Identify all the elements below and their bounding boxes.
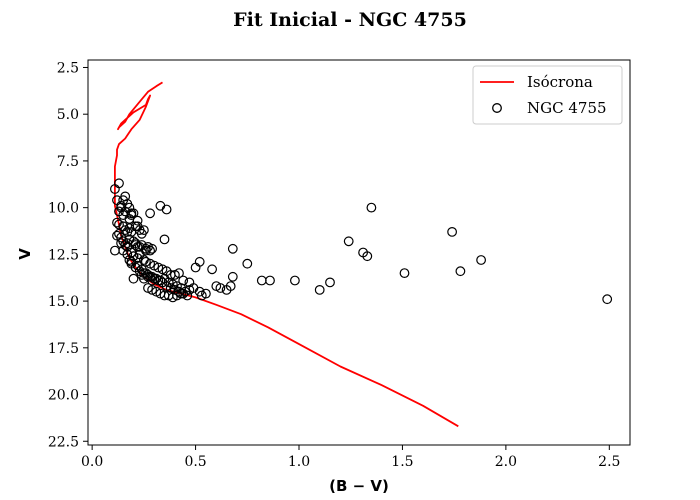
scatter-point	[265, 275, 275, 286]
x-tick-label: 2.0	[495, 454, 517, 470]
scatter-point	[200, 288, 211, 299]
scatter-point	[215, 283, 226, 293]
y-tick-label: 5.0	[57, 107, 79, 123]
scatter-point	[447, 226, 458, 237]
scatter-point	[476, 255, 487, 265]
plot-frame	[87, 59, 631, 446]
y-tick-label: 15.0	[48, 294, 79, 310]
y-tick-label: 2.5	[57, 60, 79, 76]
scatter-point	[147, 275, 158, 286]
scatter-point	[128, 251, 139, 262]
y-tick-label: 7.5	[57, 154, 79, 170]
scatter-point	[290, 275, 300, 286]
legend: Isócrona NGC 4755	[472, 65, 623, 125]
scatter-point	[362, 251, 373, 262]
legend-label-isocrona: Isócrona	[527, 73, 593, 91]
scatter-point	[120, 240, 131, 250]
scatter-point	[325, 277, 335, 288]
y-tick-label: 22.5	[48, 434, 79, 450]
y-axis: 2.5 5.0 7.5 10.0 12.5 15.0 17.5 20.0 22.5	[48, 60, 88, 450]
isochrone-line	[114, 81, 459, 428]
scatter-point	[194, 256, 205, 267]
scatter-point	[132, 221, 143, 232]
scatter-point	[159, 234, 170, 245]
scatter-point	[136, 270, 147, 280]
scatter-point	[109, 245, 120, 256]
x-axis: 0.0 0.5 1.0 1.5 2.0 2.5	[81, 445, 620, 470]
chart-title: Fit Inicial - NGC 4755	[233, 9, 467, 31]
scatter-point	[207, 264, 218, 275]
legend-label-ngc-4755: NGC 4755	[527, 99, 607, 117]
scatter-point	[161, 204, 172, 215]
scatter-point	[190, 262, 201, 273]
x-tick-label: 1.0	[288, 454, 310, 470]
scatter-point	[227, 271, 238, 282]
scatter-point	[314, 285, 325, 295]
scatter-point	[242, 258, 253, 269]
scatter-point	[225, 281, 236, 292]
x-tick-label: 2.5	[598, 454, 620, 470]
scatter-point	[145, 208, 156, 219]
legend-marker-swatch	[492, 103, 502, 113]
y-tick-label: 20.0	[48, 388, 79, 404]
x-tick-label: 0.0	[81, 454, 103, 470]
x-axis-label: (B − V)	[329, 477, 389, 495]
y-tick-label: 12.5	[48, 247, 79, 263]
scatter-point	[399, 268, 410, 279]
scatter-point	[174, 268, 184, 279]
plot-area	[109, 81, 613, 428]
scatter-point	[366, 202, 377, 213]
y-tick-label: 17.5	[48, 341, 79, 357]
scatter-point	[145, 245, 156, 256]
scatter-point	[122, 241, 133, 252]
scatter-point	[114, 178, 124, 189]
scatter-point	[184, 277, 195, 288]
scatter-point	[128, 273, 139, 284]
scatter-point	[227, 243, 238, 254]
scatter-point	[455, 266, 466, 277]
x-tick-label: 1.5	[391, 454, 413, 470]
y-tick-label: 10.0	[48, 201, 79, 217]
x-tick-label: 0.5	[184, 454, 206, 470]
scatter-point	[343, 236, 354, 247]
scatter-point	[147, 243, 158, 254]
scatter-point	[602, 294, 613, 305]
scatter-point	[120, 191, 131, 202]
scatter-point	[124, 213, 135, 224]
scatter-point	[256, 275, 267, 286]
y-axis-label: V	[16, 248, 34, 260]
scatter-point	[126, 256, 137, 267]
scatter-point	[140, 245, 151, 256]
legend-frame	[472, 65, 623, 125]
scatter-point	[114, 228, 124, 239]
scatter-point	[178, 275, 189, 286]
